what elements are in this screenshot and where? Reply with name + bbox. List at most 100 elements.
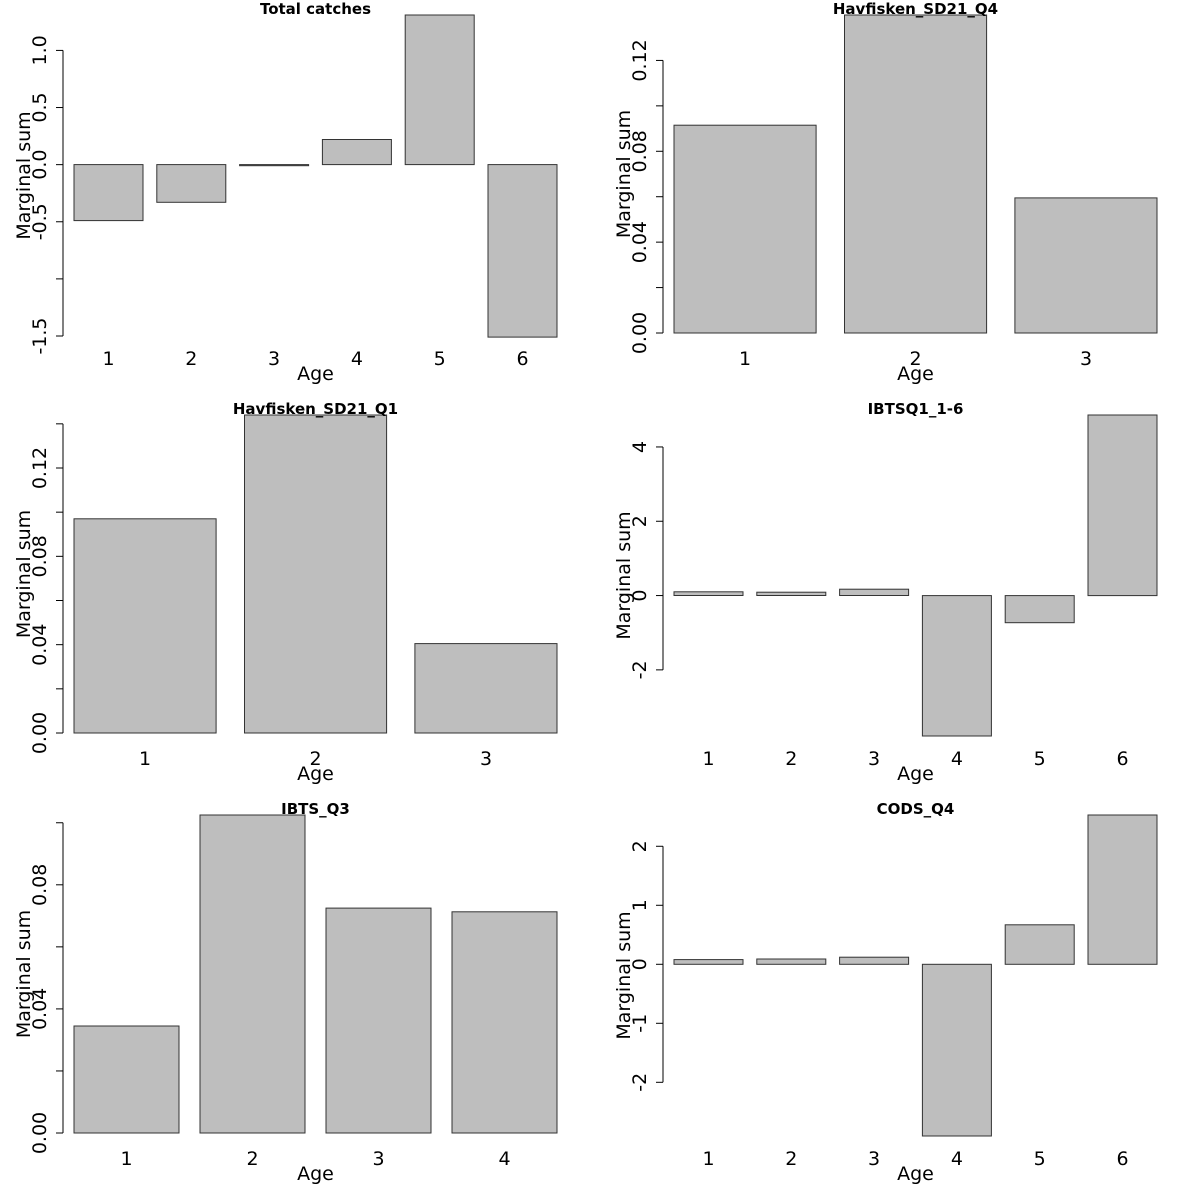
chart-panel-2: 0.00 0.04 0.08 0.12 1 2 3 Havfisken_SD21_Q4 Age M… [613, 0, 1158, 385]
y-tick-label: 0.04 [29, 988, 51, 1030]
y-tick-label: 0.12 [29, 447, 51, 489]
y-tick-label: 0.08 [29, 535, 51, 577]
bar [1004, 924, 1075, 965]
y-axis-label: Marginal sum [13, 510, 35, 638]
chart-panel-3: 0.00 0.04 0.08 0.12 1 2 3 Havfisken_SD21_Q1 Age M… [13, 400, 558, 785]
bar [73, 1025, 180, 1134]
bar [244, 414, 388, 734]
x-tick-label: 6 [1116, 1148, 1128, 1170]
x-tick-label: 3 [868, 748, 880, 770]
bar [73, 164, 144, 222]
chart-title: CODS_Q4 [877, 800, 955, 818]
x-tick-label: 3 [1080, 348, 1092, 370]
y-tick-label: 0 [629, 958, 651, 970]
x-axis-label: Age [897, 363, 934, 385]
bar [414, 643, 558, 734]
x-tick-label: 2 [185, 348, 197, 370]
y-tick-label: 0.0 [29, 150, 51, 180]
y-tick-label: -1.5 [29, 317, 51, 354]
y-tick-label: 0.12 [629, 39, 651, 81]
x-tick-label: 1 [739, 348, 751, 370]
bar [921, 963, 992, 1137]
y-tick-label: 0.00 [629, 312, 651, 354]
bar [1087, 414, 1158, 597]
y-tick-label: -2 [629, 1073, 651, 1092]
x-tick-label: 4 [498, 1148, 510, 1170]
x-tick-label: 1 [102, 348, 114, 370]
x-tick-label: 5 [1034, 1148, 1046, 1170]
bar [1004, 595, 1075, 624]
bar [756, 591, 827, 597]
x-axis-label: Age [897, 763, 934, 785]
chart-panel-1: 1.0 0.5 0.0 -0.5 -1.5 1 2 3 4 5 6 Total catches Age M… [13, 0, 558, 385]
y-tick-label: 2 [629, 515, 651, 527]
bar [673, 591, 744, 596]
y-tick-label: -1 [629, 1014, 651, 1033]
bar [844, 14, 988, 334]
chart-title: IBTS_Q3 [281, 800, 350, 818]
x-tick-label: 4 [351, 348, 363, 370]
chart-title: Total catches [260, 0, 371, 18]
x-tick-label: 2 [785, 748, 797, 770]
y-tick-label: 1 [629, 899, 651, 911]
x-tick-label: 1 [702, 1148, 714, 1170]
chart-panel-5: 0.00 0.04 0.08 1 2 3 4 IBTS_Q3 Age Marginal sum [13, 800, 558, 1185]
x-tick-label: 1 [139, 748, 151, 770]
bar [239, 164, 310, 167]
bar [673, 124, 817, 334]
x-axis-label: Age [897, 1163, 934, 1185]
y-axis-label: Marginal sum [613, 911, 635, 1039]
y-tick-label: 4 [629, 441, 651, 453]
chart-panel-4: -2 0 2 4 1 2 3 4 5 6 IBTSQ1_1-6 Age Marginal sum [613, 400, 1158, 785]
y-axis-label: Marginal sum [613, 110, 635, 238]
bar [321, 139, 392, 166]
bar [756, 958, 827, 965]
chart-title: Havfisken_SD21_Q1 [233, 400, 398, 418]
x-tick-label: 2 [246, 1148, 258, 1170]
bar [673, 959, 744, 965]
x-tick-label: 2 [909, 348, 921, 370]
y-tick-label: 0 [629, 590, 651, 602]
chart-title: Havfisken_SD21_Q4 [833, 0, 998, 18]
bar [404, 14, 475, 166]
x-tick-label: 1 [702, 748, 714, 770]
bar [1014, 197, 1158, 334]
x-axis-label: Age [297, 1163, 334, 1185]
x-tick-label: 3 [372, 1148, 384, 1170]
bar [1087, 814, 1158, 965]
x-tick-label: 6 [516, 348, 528, 370]
y-tick-label: 2 [629, 840, 651, 852]
y-axis-label: Marginal sum [13, 111, 35, 239]
y-tick-label: -2 [629, 660, 651, 679]
bar [199, 814, 306, 1134]
x-tick-label: 5 [1034, 748, 1046, 770]
bar [156, 164, 227, 203]
bar [839, 956, 910, 965]
bar [325, 907, 432, 1134]
x-tick-label: 1 [120, 1148, 132, 1170]
x-tick-label: 4 [951, 748, 963, 770]
x-tick-label: 3 [268, 348, 280, 370]
y-tick-label: -0.5 [29, 203, 51, 240]
y-axis-label: Marginal sum [613, 511, 635, 639]
bar [921, 595, 992, 737]
y-tick-label: 0.00 [29, 1112, 51, 1154]
y-axis-label: Marginal sum [13, 910, 35, 1038]
y-tick-label: 0.04 [629, 221, 651, 263]
bar [73, 518, 217, 734]
x-tick-label: 5 [434, 348, 446, 370]
y-tick-label: 0.04 [29, 624, 51, 666]
bar [451, 911, 558, 1134]
bar [487, 164, 558, 338]
y-tick-label: 0.08 [29, 864, 51, 906]
y-tick-label: 1.0 [29, 35, 51, 65]
x-tick-label: 3 [480, 748, 492, 770]
y-tick-label: 0.08 [629, 130, 651, 172]
chart-panel-6: -2 -1 0 1 2 1 2 3 4 5 6 CODS_Q4 Age Marginal sum [613, 800, 1158, 1185]
chart-title: IBTSQ1_1-6 [868, 400, 964, 418]
x-axis-label: Age [297, 363, 334, 385]
x-tick-label: 2 [785, 1148, 797, 1170]
bar [839, 588, 910, 597]
y-tick-label: 0.00 [29, 712, 51, 754]
